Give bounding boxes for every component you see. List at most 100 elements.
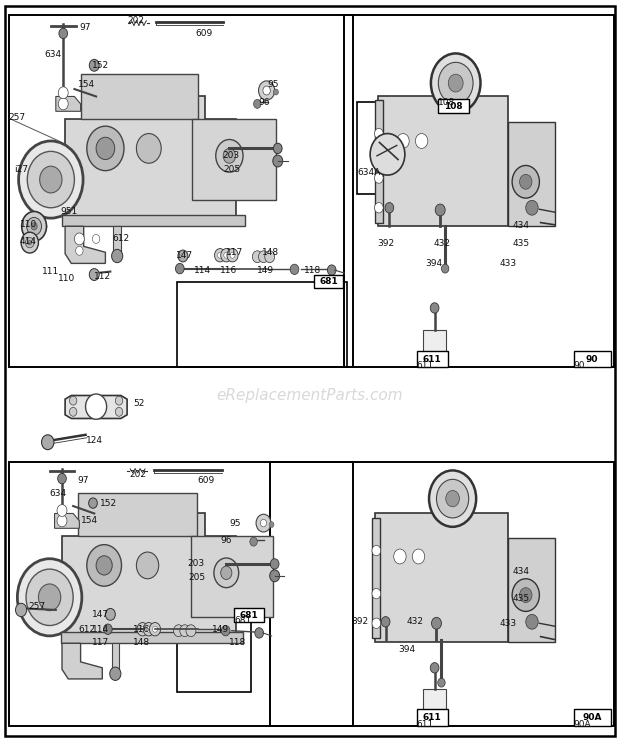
Circle shape <box>429 470 476 527</box>
Circle shape <box>255 628 264 638</box>
Circle shape <box>105 608 115 620</box>
Circle shape <box>180 625 190 637</box>
Circle shape <box>269 522 274 528</box>
Circle shape <box>137 623 148 636</box>
Text: 205: 205 <box>188 573 206 582</box>
Circle shape <box>372 588 381 599</box>
Circle shape <box>17 559 82 636</box>
Polygon shape <box>375 499 508 642</box>
Text: 97: 97 <box>79 23 91 32</box>
Text: 97: 97 <box>78 476 89 485</box>
Circle shape <box>31 223 37 230</box>
Circle shape <box>370 134 405 175</box>
Circle shape <box>265 251 275 263</box>
Circle shape <box>435 204 445 216</box>
Circle shape <box>254 99 261 108</box>
Polygon shape <box>375 100 383 223</box>
Text: 90: 90 <box>586 355 598 364</box>
Bar <box>356 102 471 194</box>
Text: 117: 117 <box>226 248 244 257</box>
Circle shape <box>89 269 99 280</box>
Circle shape <box>87 545 122 586</box>
Text: 116: 116 <box>220 266 237 275</box>
Circle shape <box>374 173 383 183</box>
Bar <box>234 608 264 622</box>
Text: 394: 394 <box>425 259 443 268</box>
Text: i27: i27 <box>14 165 28 174</box>
Bar <box>9 462 353 726</box>
Circle shape <box>21 232 38 253</box>
Circle shape <box>28 240 32 245</box>
Text: 90: 90 <box>574 361 585 370</box>
Text: 110: 110 <box>20 220 37 229</box>
Text: 111: 111 <box>42 267 60 276</box>
Circle shape <box>526 614 538 629</box>
Text: 435: 435 <box>512 594 529 603</box>
Circle shape <box>412 549 425 564</box>
Circle shape <box>140 626 145 632</box>
Text: 432: 432 <box>434 239 451 248</box>
Bar <box>177 606 251 692</box>
Circle shape <box>87 126 124 171</box>
Text: 95: 95 <box>268 80 280 89</box>
Text: 202: 202 <box>127 16 144 25</box>
Circle shape <box>57 515 67 527</box>
Circle shape <box>143 623 154 636</box>
Text: 203: 203 <box>187 559 205 568</box>
Text: 148: 148 <box>133 638 151 647</box>
Text: 205: 205 <box>223 165 241 174</box>
Bar <box>417 709 448 726</box>
Text: 414: 414 <box>20 237 37 246</box>
Circle shape <box>374 203 383 213</box>
Text: 634A: 634A <box>358 168 381 177</box>
Polygon shape <box>372 518 380 638</box>
Circle shape <box>25 237 34 248</box>
Circle shape <box>42 435 54 450</box>
Text: 90A: 90A <box>582 713 602 722</box>
Text: eReplacementParts.com: eReplacementParts.com <box>216 388 404 403</box>
Polygon shape <box>65 226 105 263</box>
Polygon shape <box>56 96 81 111</box>
Text: 154: 154 <box>81 516 98 525</box>
Text: 611: 611 <box>423 355 441 364</box>
Text: 951: 951 <box>61 207 78 216</box>
Circle shape <box>415 134 428 148</box>
Text: 95: 95 <box>229 519 241 528</box>
Circle shape <box>512 579 539 611</box>
Circle shape <box>215 249 226 262</box>
Circle shape <box>250 537 257 546</box>
Polygon shape <box>508 538 555 642</box>
Circle shape <box>448 74 463 92</box>
Polygon shape <box>508 122 555 226</box>
Circle shape <box>76 246 83 255</box>
Circle shape <box>16 603 27 617</box>
Bar <box>314 275 343 288</box>
Polygon shape <box>378 82 508 226</box>
Circle shape <box>38 584 61 611</box>
Text: 433: 433 <box>500 259 517 268</box>
Text: 609: 609 <box>197 476 215 485</box>
Circle shape <box>178 250 188 262</box>
Circle shape <box>431 53 480 113</box>
Circle shape <box>110 667 121 680</box>
Circle shape <box>397 134 409 148</box>
Circle shape <box>256 514 271 532</box>
Circle shape <box>58 98 68 110</box>
Text: 611: 611 <box>417 361 434 370</box>
Text: 433: 433 <box>500 619 517 628</box>
Circle shape <box>104 624 112 634</box>
Bar <box>423 689 446 726</box>
Circle shape <box>372 618 381 628</box>
Text: 96: 96 <box>220 536 232 545</box>
Polygon shape <box>78 493 197 536</box>
Circle shape <box>432 617 441 629</box>
Circle shape <box>74 233 84 245</box>
Text: 148: 148 <box>262 248 279 257</box>
Text: 609: 609 <box>195 29 213 38</box>
Circle shape <box>96 137 115 160</box>
Circle shape <box>381 617 390 627</box>
Bar <box>344 15 614 367</box>
Circle shape <box>252 251 262 263</box>
Polygon shape <box>81 74 198 119</box>
Circle shape <box>270 559 279 569</box>
